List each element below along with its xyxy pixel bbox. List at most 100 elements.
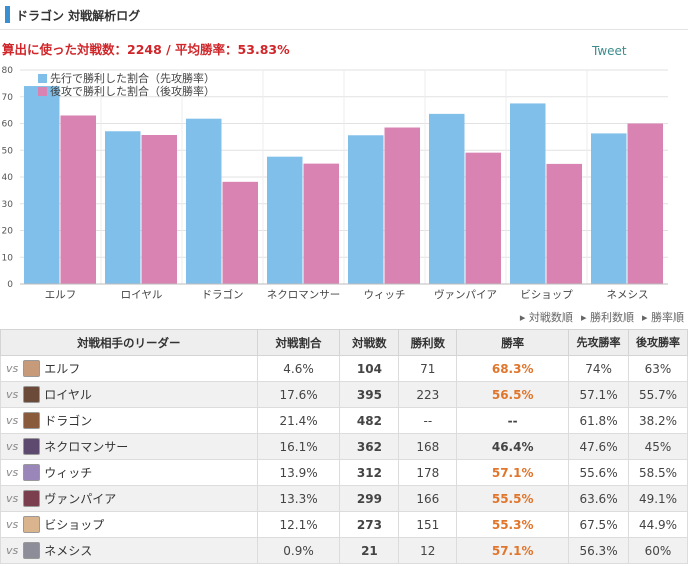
leader-avatar xyxy=(23,412,41,429)
column-header: 先攻勝率 xyxy=(568,329,629,356)
vs-label: vs xyxy=(6,544,19,557)
second-winrate-cell: 55.7% xyxy=(628,381,688,408)
y-tick-label: 70 xyxy=(2,93,14,103)
first-winrate-cell: 63.6% xyxy=(568,485,629,512)
first-winrate-cell: 61.8% xyxy=(568,407,629,434)
second-winrate-bar xyxy=(303,163,339,284)
tweet-link[interactable]: Tweet xyxy=(592,44,627,58)
second-winrate-cell: 38.2% xyxy=(628,407,688,434)
vs-label: vs xyxy=(6,440,19,453)
table-row: vs ネメシス 0.9% 21 12 57.1% 56.3% 60% xyxy=(0,537,688,564)
leader-avatar xyxy=(23,386,41,403)
x-tick-label: ウィッチ xyxy=(364,289,406,301)
first-winrate-bar xyxy=(24,86,60,284)
sort-links: ▸ 対戦数順 ▸ 勝利数順 ▸ 勝率順 xyxy=(512,309,684,325)
winrate-cell: 57.1% xyxy=(456,459,570,486)
wins-cell: 178 xyxy=(398,459,458,486)
legend-swatch-second xyxy=(38,87,47,96)
leader-cell: vs エルフ xyxy=(0,355,258,382)
summary-text: 算出に使った対戦数：2248 / 平均勝率：53.83% xyxy=(2,42,290,57)
column-header: 勝利数 xyxy=(398,329,458,356)
first-winrate-cell: 47.6% xyxy=(568,433,629,460)
share-cell: 13.3% xyxy=(256,485,341,512)
second-winrate-cell: 44.9% xyxy=(628,511,688,538)
wins-cell: 71 xyxy=(398,355,458,382)
winrate-cell: 55.3% xyxy=(456,511,570,538)
x-tick-label: ロイヤル xyxy=(121,289,163,301)
table-row: vs ロイヤル 17.6% 395 223 56.5% 57.1% 55.7% xyxy=(0,381,688,408)
first-winrate-bar xyxy=(186,118,222,284)
wins-cell: 166 xyxy=(398,485,458,512)
share-cell: 21.4% xyxy=(256,407,341,434)
games-cell: 273 xyxy=(339,511,400,538)
second-winrate-bar xyxy=(141,135,177,284)
x-tick-label: ネメシス xyxy=(607,289,649,301)
legend-label-second: 後攻で勝利した割合（後攻勝率） xyxy=(50,84,215,98)
table-body: vs エルフ 4.6% 104 71 68.3% 74% 63% vs ロイヤル 17.6% 395 2… xyxy=(0,355,688,564)
vs-label: vs xyxy=(6,388,19,401)
y-tick-label: 60 xyxy=(2,120,14,130)
vs-label: vs xyxy=(6,492,19,505)
leader-cell: vs ウィッチ xyxy=(0,459,258,486)
sort-link[interactable]: ▸ 勝利数順 xyxy=(580,311,634,324)
winrate-cell: 57.1% xyxy=(456,537,570,564)
second-winrate-bar xyxy=(465,152,501,284)
second-winrate-bar xyxy=(60,115,96,284)
leader-name: ビショップ xyxy=(44,518,105,532)
sort-link[interactable]: ▸ 勝率順 xyxy=(641,311,684,324)
page-title: ドラゴン 対戦解析ログ xyxy=(16,9,141,23)
y-tick-label: 30 xyxy=(2,200,14,210)
y-tick-label: 80 xyxy=(2,66,14,76)
leader-cell: vs ネクロマンサー xyxy=(0,433,258,460)
leader-cell: vs ロイヤル xyxy=(0,381,258,408)
first-winrate-cell: 57.1% xyxy=(568,381,629,408)
x-tick-label: ヴァンパイア xyxy=(434,288,497,301)
games-cell: 362 xyxy=(339,433,400,460)
leader-name: ドラゴン xyxy=(44,414,93,428)
x-tick-label: ドラゴン xyxy=(202,288,244,301)
winrate-bar-chart: 0 10 20 30 40 50 60 70 80 エルフ ロイヤル ドラゴン ネクロマンサー ウィッチ ヴ… xyxy=(2,66,668,301)
first-winrate-cell: 55.6% xyxy=(568,459,629,486)
vs-label: vs xyxy=(6,518,19,531)
leader-name: ネメシス xyxy=(44,544,93,558)
wins-cell: 151 xyxy=(398,511,458,538)
first-winrate-bar xyxy=(591,133,627,284)
second-winrate-bar xyxy=(546,163,582,284)
winrate-cell: 55.5% xyxy=(456,485,570,512)
first-winrate-bar xyxy=(429,113,465,284)
y-tick-label: 50 xyxy=(2,146,14,156)
x-tick-label: ビショップ xyxy=(520,289,573,301)
legend-swatch-first xyxy=(38,74,47,83)
column-header: 対戦相手のリーダー xyxy=(0,329,258,356)
table-row: vs ネクロマンサー 16.1% 362 168 46.4% 47.6% 45% xyxy=(0,433,688,460)
games-cell: 21 xyxy=(339,537,400,564)
leader-avatar xyxy=(23,360,41,377)
first-winrate-bar xyxy=(267,156,303,284)
first-winrate-bar xyxy=(105,131,141,284)
first-winrate-cell: 67.5% xyxy=(568,511,629,538)
games-cell: 299 xyxy=(339,485,400,512)
table-row: vs エルフ 4.6% 104 71 68.3% 74% 63% xyxy=(0,355,688,382)
y-tick-label: 20 xyxy=(2,227,14,237)
vs-label: vs xyxy=(6,466,19,479)
y-tick-label: 0 xyxy=(7,280,13,290)
y-tick-label: 10 xyxy=(2,253,14,263)
sort-link[interactable]: ▸ 対戦数順 xyxy=(519,311,573,324)
winrate-cell: 46.4% xyxy=(456,433,570,460)
first-winrate-cell: 56.3% xyxy=(568,537,629,564)
table-row: vs ウィッチ 13.9% 312 178 57.1% 55.6% 58.5% xyxy=(0,459,688,486)
vs-label: vs xyxy=(6,414,19,427)
header-accent-bar xyxy=(5,6,10,23)
leader-cell: vs ビショップ xyxy=(0,511,258,538)
leader-avatar xyxy=(23,490,41,507)
vs-label: vs xyxy=(6,362,19,375)
share-cell: 0.9% xyxy=(256,537,341,564)
second-winrate-cell: 49.1% xyxy=(628,485,688,512)
leader-name: エルフ xyxy=(44,362,81,376)
share-cell: 16.1% xyxy=(256,433,341,460)
leader-avatar xyxy=(23,516,41,533)
leader-name: ロイヤル xyxy=(44,388,92,402)
games-cell: 482 xyxy=(339,407,400,434)
second-winrate-bar xyxy=(222,181,258,284)
games-cell: 104 xyxy=(339,355,400,382)
